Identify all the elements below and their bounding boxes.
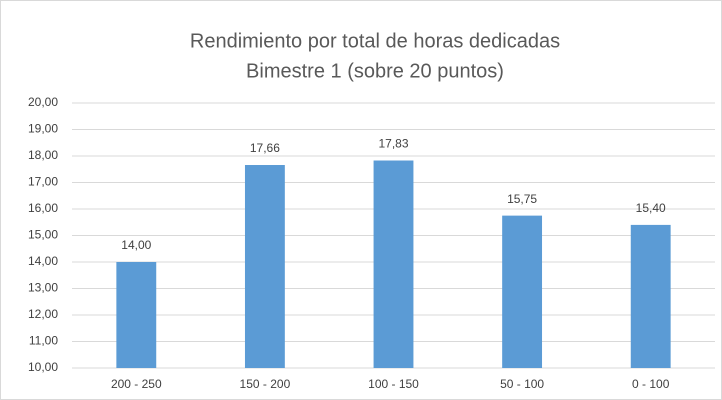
data-label: 14,00 [121,238,151,252]
bar [244,165,285,368]
data-label: 15,40 [636,201,666,215]
bar [116,262,157,368]
y-tick-label: 14,00 [28,254,58,268]
y-tick-label: 15,00 [28,228,58,242]
data-label: 15,75 [507,192,537,206]
x-tick-label: 150 - 200 [240,377,291,391]
y-tick-label: 17,00 [28,175,58,189]
y-tick-label: 20,00 [28,95,58,109]
x-tick-label: 200 - 250 [111,377,162,391]
chart-title: Rendimiento por total de horas dedicadas [190,30,560,52]
data-label: 17,66 [250,141,280,155]
y-tick-label: 18,00 [28,148,58,162]
bar [502,215,543,368]
y-tick-label: 19,00 [28,122,58,136]
x-tick-label: 0 - 100 [632,377,670,391]
x-tick-label: 100 - 150 [368,377,419,391]
x-tick-label: 50 - 100 [500,377,544,391]
y-tick-label: 16,00 [28,201,58,215]
y-tick-label: 10,00 [28,360,58,374]
y-tick-label: 12,00 [28,307,58,321]
bar [630,224,671,368]
y-tick-label: 13,00 [28,281,58,295]
data-label: 17,83 [378,137,408,151]
y-tick-label: 11,00 [29,334,58,348]
chart-subtitle: Bimestre 1 (sobre 20 puntos) [246,60,504,82]
bar [373,160,414,368]
